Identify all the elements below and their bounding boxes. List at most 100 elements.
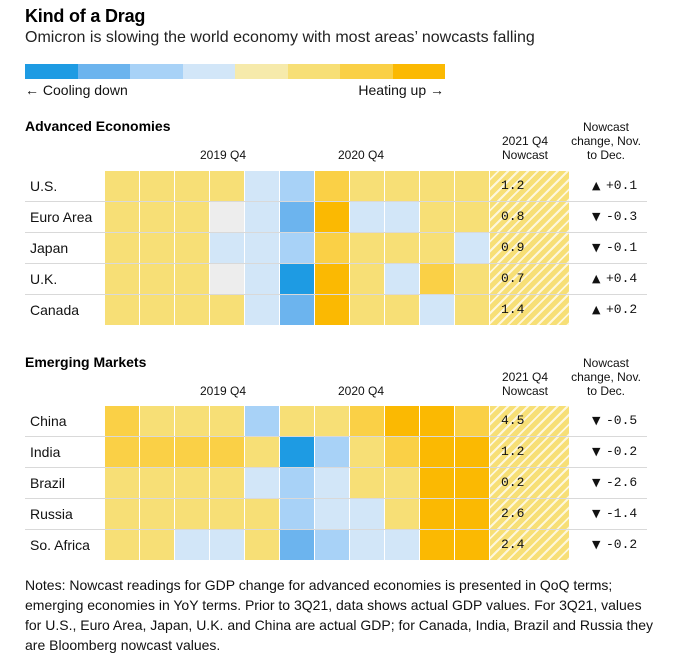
nowcast-value: 2.4 [490, 530, 569, 560]
row-label: Canada [30, 302, 80, 318]
row-divider [25, 467, 647, 468]
heatmap-cell [420, 530, 454, 560]
nowcast-change: ▼ -0.2 [592, 530, 662, 560]
heatmap-cell [280, 171, 314, 201]
change-value: -0.1 [606, 240, 638, 255]
heatmap-cell [245, 437, 279, 467]
heatmap-cell [175, 468, 209, 498]
heatmap-cell [105, 468, 139, 498]
nowcast-change: ▼ -0.2 [592, 437, 662, 467]
heatmap-cell [315, 499, 349, 529]
nowcast-value: 2.6 [490, 499, 569, 529]
heatmap-cell [455, 233, 489, 263]
nowcast-change: ▲ +0.2 [592, 295, 662, 325]
heatmap-cell [420, 406, 454, 436]
scale-swatch-8 [392, 64, 445, 79]
tick-2019q4-advanced: 2019 Q4 [200, 148, 247, 162]
heatmap-cell [210, 530, 244, 560]
scale-swatch-6 [287, 64, 340, 79]
heatmap-cell [175, 171, 209, 201]
heatmap-cell [105, 264, 139, 294]
heatmap-cell [105, 437, 139, 467]
row-label: India [30, 444, 61, 460]
heatmap-cell [315, 468, 349, 498]
change-value: -0.3 [606, 209, 638, 224]
nowcast-change: ▼ -2.6 [592, 468, 662, 498]
up-triangle-icon: ▲ [592, 272, 601, 285]
color-scale-legend [25, 64, 445, 79]
heatmap-cell [210, 406, 244, 436]
nowcast-change: ▼ -0.5 [592, 406, 662, 436]
chart-subtitle: Omicron is slowing the world economy wit… [25, 29, 535, 46]
heatmap-cell [140, 233, 174, 263]
change-header-advanced: Nowcast change, Nov. to Dec. [556, 120, 656, 162]
heatmap-cell [315, 437, 349, 467]
down-triangle-icon: ▼ [592, 507, 601, 520]
heatmap-cell [280, 233, 314, 263]
heatmap-cell [175, 406, 209, 436]
change-header-line3: to Dec. [586, 148, 625, 162]
nowcast-value: 1.2 [490, 171, 569, 201]
heatmap-cell [105, 530, 139, 560]
heatmap-cell [280, 499, 314, 529]
row-label: China [30, 413, 67, 429]
row-label: Japan [30, 240, 69, 256]
change-value: -0.5 [606, 413, 638, 428]
heatmap-cell [385, 233, 419, 263]
heatmap-cell [245, 202, 279, 232]
heatmap-cell [280, 264, 314, 294]
scale-swatch-3 [130, 64, 183, 79]
row-divider [25, 263, 647, 264]
heatmap-cell [420, 468, 454, 498]
change-header-emerging: Nowcast change, Nov. to Dec. [556, 356, 656, 398]
change-header-line1: Nowcast [582, 356, 629, 370]
heatmap-cell [350, 171, 384, 201]
heatmap-cell [315, 530, 349, 560]
change-header-line2: change, Nov. [571, 134, 641, 148]
nowcast-value: 0.7 [490, 264, 569, 294]
nowcast-value: 0.9 [490, 233, 569, 263]
heatmap-cell [245, 264, 279, 294]
down-triangle-icon: ▼ [592, 538, 601, 551]
row-label: So. Africa [30, 537, 90, 553]
tick-2020q4-emerging: 2020 Q4 [338, 384, 385, 398]
heatmap-cell [280, 295, 314, 325]
heatmap-cell [420, 233, 454, 263]
heatmap-cell [420, 171, 454, 201]
heatmap-cell [210, 171, 244, 201]
heatmap-cell [245, 233, 279, 263]
heatmap-cell [140, 530, 174, 560]
heatmap-cell [315, 202, 349, 232]
down-triangle-icon: ▼ [592, 476, 601, 489]
change-value: +0.2 [606, 302, 638, 317]
heatmap-cell [175, 530, 209, 560]
heatmap-cell [350, 202, 384, 232]
heatmap-cell [210, 437, 244, 467]
heatmap-cell [105, 295, 139, 325]
heatmap-cell [385, 171, 419, 201]
heatmap-cell [350, 468, 384, 498]
change-value: -0.2 [606, 537, 638, 552]
heatmap-cell [455, 468, 489, 498]
change-value: -1.4 [606, 506, 638, 521]
heatmap-cell [455, 437, 489, 467]
row-divider [25, 498, 647, 499]
heatmap-cell [280, 437, 314, 467]
up-triangle-icon: ▲ [592, 303, 601, 316]
nowcast-change: ▲ +0.1 [592, 171, 662, 201]
row-divider [25, 529, 647, 530]
heatmap-cell [280, 406, 314, 436]
heatmap-cell [420, 499, 454, 529]
nowcast-change: ▼ -0.1 [592, 233, 662, 263]
notes: Notes: Nowcast readings for GDP change f… [25, 577, 653, 653]
heatmap-cell [455, 171, 489, 201]
heatmap-cell [350, 233, 384, 263]
heatmap-cell [245, 530, 279, 560]
heatmap-cell [245, 406, 279, 436]
heatmap-cell [350, 264, 384, 294]
heatmap-cell [350, 499, 384, 529]
heatmap-cell [385, 530, 419, 560]
heatmap-cell [175, 295, 209, 325]
row-divider [25, 232, 647, 233]
heatmap-cell [140, 264, 174, 294]
